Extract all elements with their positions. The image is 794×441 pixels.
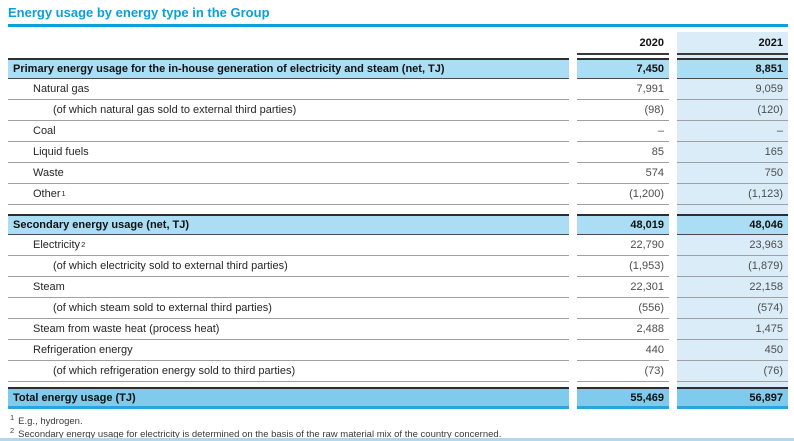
value-2021: (120) <box>677 100 788 121</box>
value-2020: 85 <box>577 142 669 163</box>
value-2020: 7,991 <box>577 79 669 100</box>
value-2021: 750 <box>677 163 788 184</box>
value-2020: (98) <box>577 100 669 121</box>
table-row: Steam from waste heat (process heat) 2,48… <box>8 319 788 340</box>
section-header-row: Secondary energy usage (net, TJ) 48,019 48… <box>8 214 788 235</box>
value-2021: 56,897 <box>677 387 788 409</box>
title-rule <box>8 24 788 27</box>
value-2021: 22,158 <box>677 277 788 298</box>
column-header-2020: 2020 <box>577 32 669 55</box>
energy-table: 2020 2021 Primary energy usage for the i… <box>8 32 788 409</box>
footnote-1-text: E.g., hydrogen. <box>18 416 83 427</box>
table-row: Electricity 2 22,790 23,963 <box>8 235 788 256</box>
value-2021: (76) <box>677 361 788 382</box>
footnote-2: 2 Secondary energy usage for electricity … <box>8 425 788 441</box>
table-row: (of which refrigeration energy sold to t… <box>8 361 788 382</box>
row-label-text: (of which steam sold to external third p… <box>53 302 272 314</box>
row-label-text: Steam <box>33 281 65 293</box>
section-header-row: Primary energy usage for the in-house ge… <box>8 58 788 79</box>
row-label-text: Liquid fuels <box>33 146 89 158</box>
row-label: (of which steam sold to external third p… <box>8 298 569 319</box>
value-2021: (574) <box>677 298 788 319</box>
footnote-2-text: Secondary energy usage for electricity i… <box>18 429 502 440</box>
value-2020: (73) <box>577 361 669 382</box>
row-label: Coal <box>8 121 569 142</box>
total-row: Total energy usage (TJ) 55,469 56,897 <box>8 387 788 409</box>
value-2021: 450 <box>677 340 788 361</box>
value-2021: 9,059 <box>677 79 788 100</box>
value-2020: 2,488 <box>577 319 669 340</box>
footnote-1: 1 E.g., hydrogen. <box>8 412 788 428</box>
table-row: Natural gas 7,991 9,059 <box>8 79 788 100</box>
table-row: (of which electricity sold to external t… <box>8 256 788 277</box>
row-label: Secondary energy usage (net, TJ) <box>8 214 569 235</box>
value-2020: (556) <box>577 298 669 319</box>
row-label-text: Other <box>33 188 61 200</box>
value-2020: 7,450 <box>577 58 669 79</box>
value-2020: 440 <box>577 340 669 361</box>
energy-table-wrap: 2020 2021 Primary energy usage for the i… <box>8 32 788 409</box>
page-title: Energy usage by energy type in the Group <box>8 5 270 20</box>
row-label-text: Natural gas <box>33 83 90 95</box>
value-2021: – <box>677 121 788 142</box>
row-label-text: (of which electricity sold to external t… <box>53 260 288 272</box>
row-label: Electricity 2 <box>8 235 569 256</box>
table-row: Coal – – <box>8 121 788 142</box>
table-row: Liquid fuels 85 165 <box>8 142 788 163</box>
row-label-text: Electricity <box>33 239 81 251</box>
footnote-2-marker: 2 <box>10 425 15 435</box>
value-2020: – <box>577 121 669 142</box>
row-label-text: Total energy usage (TJ) <box>13 391 136 404</box>
row-label: Waste <box>8 163 569 184</box>
row-label-text: Refrigeration energy <box>33 344 133 356</box>
table-row: (of which steam sold to external third p… <box>8 298 788 319</box>
row-label: Natural gas <box>8 79 569 100</box>
value-2021: (1,123) <box>677 184 788 205</box>
value-2021: 48,046 <box>677 214 788 235</box>
table-row: (of which natural gas sold to external t… <box>8 100 788 121</box>
row-label: Other 1 <box>8 184 569 205</box>
table-row: Other 1 (1,200) (1,123) <box>8 184 788 205</box>
value-2020: 55,469 <box>577 387 669 409</box>
table-row: Steam 22,301 22,158 <box>8 277 788 298</box>
value-2021: 8,851 <box>677 58 788 79</box>
row-label-text: Steam from waste heat (process heat) <box>33 323 220 335</box>
section-gap <box>8 205 788 214</box>
row-label: Liquid fuels <box>8 142 569 163</box>
column-header-2021: 2021 <box>677 32 788 55</box>
row-label-text: (of which refrigeration energy sold to t… <box>53 365 296 377</box>
row-label: Steam from waste heat (process heat) <box>8 319 569 340</box>
value-2020: 48,019 <box>577 214 669 235</box>
value-2021: (1,879) <box>677 256 788 277</box>
value-2021: 23,963 <box>677 235 788 256</box>
page-bottom-rule <box>0 438 794 441</box>
value-2020: (1,953) <box>577 256 669 277</box>
value-2020: 22,301 <box>577 277 669 298</box>
row-label: (of which natural gas sold to external t… <box>8 100 569 121</box>
value-2020: (1,200) <box>577 184 669 205</box>
empty-header-cell <box>8 32 569 55</box>
row-label-text: Waste <box>33 167 64 179</box>
row-label-text: (of which natural gas sold to external t… <box>53 104 297 116</box>
row-label: (of which refrigeration energy sold to t… <box>8 361 569 382</box>
table-row: Waste 574 750 <box>8 163 788 184</box>
table-row: Refrigeration energy 440 450 <box>8 340 788 361</box>
value-2021: 1,475 <box>677 319 788 340</box>
value-2020: 22,790 <box>577 235 669 256</box>
footnotes: 1 E.g., hydrogen. 2 Secondary energy usage… <box>8 412 788 441</box>
row-label: Primary energy usage for the in-house ge… <box>8 58 569 79</box>
footnote-1-marker: 1 <box>10 412 15 422</box>
table-header-row: 2020 2021 <box>8 32 788 55</box>
row-label: Refrigeration energy <box>8 340 569 361</box>
row-label-text: Secondary energy usage (net, TJ) <box>13 219 190 231</box>
row-label: Steam <box>8 277 569 298</box>
value-2020: 574 <box>577 163 669 184</box>
row-label: (of which electricity sold to external t… <box>8 256 569 277</box>
row-label: Total energy usage (TJ) <box>8 387 569 409</box>
row-label-text: Primary energy usage for the in-house ge… <box>13 63 445 75</box>
value-2021: 165 <box>677 142 788 163</box>
row-label-text: Coal <box>33 125 56 137</box>
